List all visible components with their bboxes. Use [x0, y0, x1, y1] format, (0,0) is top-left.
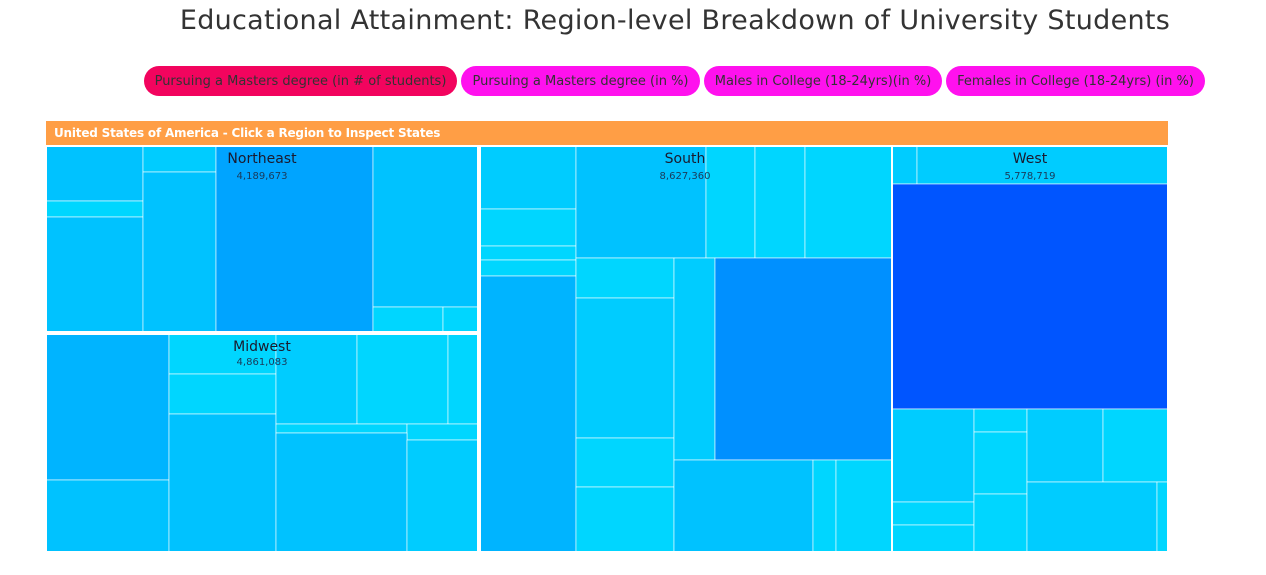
tab-males-college[interactable]: Males in College (18-24yrs)(in %): [704, 66, 942, 96]
treemap-cell-west-7[interactable]: [973, 408, 1028, 433]
tab-masters-percent[interactable]: Pursuing a Masters degree (in %): [461, 66, 700, 96]
treemap-cell-west-6[interactable]: [891, 524, 975, 552]
treemap-cell-northeast-9[interactable]: [442, 306, 479, 333]
treemap-cell-south-9[interactable]: [804, 146, 893, 259]
treemap-cell-northeast-1[interactable]: [46, 146, 144, 202]
region-value-midwest: 4,861,083: [237, 357, 288, 368]
treemap-header[interactable]: United States of America - Click a Regio…: [46, 121, 1168, 145]
treemap-cell-south-4[interactable]: [479, 259, 577, 277]
treemap-cell-west-4[interactable]: [891, 408, 975, 503]
treemap-cell-west-8[interactable]: [973, 431, 1028, 495]
tab-masters-count[interactable]: Pursuing a Masters degree (in # of stude…: [144, 66, 457, 96]
region-block-northeast[interactable]: [46, 146, 479, 333]
treemap-cell-south-16[interactable]: [673, 459, 814, 552]
treemap-cell-midwest-12[interactable]: [406, 439, 479, 552]
treemap-cell-south-12[interactable]: [575, 437, 675, 488]
treemap-cell-south-11[interactable]: [575, 297, 675, 439]
treemap-cell-northeast-3[interactable]: [46, 216, 144, 333]
region-label-south: South: [665, 151, 706, 167]
treemap-cell-south-17[interactable]: [812, 459, 837, 552]
treemap-cell-south-8[interactable]: [754, 146, 806, 259]
treemap-cell-midwest-8[interactable]: [447, 333, 479, 425]
region-value-west: 5,778,719: [1005, 171, 1056, 182]
treemap-cell-south-18[interactable]: [835, 459, 893, 552]
region-block-midwest[interactable]: [46, 333, 479, 552]
region-label-midwest: Midwest: [233, 339, 291, 355]
treemap-cell-west-12[interactable]: [1026, 481, 1158, 552]
treemap-cell-northeast-6[interactable]: [215, 146, 374, 333]
treemap-cell-northeast-2[interactable]: [46, 200, 144, 218]
treemap-cell-midwest-5[interactable]: [168, 413, 277, 552]
page-title: Educational Attainment: Region-level Bre…: [179, 5, 1171, 36]
treemap-cell-midwest-9[interactable]: [275, 423, 408, 434]
treemap-cell-northeast-7[interactable]: [372, 146, 479, 308]
treemap-cell-south-1[interactable]: [479, 146, 577, 210]
treemap-cell-south-13[interactable]: [575, 486, 675, 552]
treemap-cell-west-10[interactable]: [1026, 408, 1104, 483]
treemap-cell-south-2[interactable]: [479, 208, 577, 247]
treemap-cell-west-5[interactable]: [891, 501, 975, 526]
treemap-cell-midwest-4[interactable]: [168, 373, 277, 415]
treemap-cell-south-10[interactable]: [575, 257, 675, 299]
treemap-cell-midwest-10[interactable]: [406, 423, 479, 441]
treemap-cell-south-14[interactable]: [673, 257, 716, 461]
treemap-cell-south-5[interactable]: [479, 275, 577, 552]
treemap-cell-south-15[interactable]: [714, 257, 893, 461]
treemap-cell-northeast-4[interactable]: [142, 146, 217, 173]
region-value-south: 8,627,360: [660, 171, 711, 182]
treemap-cell-midwest-2[interactable]: [46, 479, 170, 552]
treemap-cell-northeast-5[interactable]: [142, 171, 217, 333]
treemap-cell-west-1[interactable]: [891, 146, 918, 185]
treemap-cell-west-13[interactable]: [1156, 481, 1168, 552]
treemap-cell-midwest-1[interactable]: [46, 333, 170, 481]
treemap: South 8,627,360 West 5,778,719 Midwest 4,861,…: [46, 146, 1168, 552]
treemap-cell-midwest-3[interactable]: [168, 333, 277, 375]
region-label-west: West: [1013, 151, 1048, 167]
treemap-cell-west-11[interactable]: [1102, 408, 1168, 483]
treemap-cell-midwest-11[interactable]: [275, 432, 408, 552]
region-value-northeast: 4,189,673: [237, 171, 288, 182]
region-label-northeast: Northeast: [227, 151, 297, 167]
treemap-cell-south-7[interactable]: [705, 146, 756, 259]
treemap-cell-west-9[interactable]: [973, 493, 1028, 552]
treemap-cell-midwest-7[interactable]: [356, 333, 449, 425]
tab-females-college[interactable]: Females in College (18-24yrs) (in %): [946, 66, 1205, 96]
treemap-cell-west-3[interactable]: [891, 183, 1168, 410]
region-block-west[interactable]: [891, 146, 1168, 552]
treemap-cell-northeast-8[interactable]: [372, 306, 444, 333]
treemap-cell-south-3[interactable]: [479, 245, 577, 261]
treemap-cell-south-6[interactable]: [575, 146, 707, 259]
